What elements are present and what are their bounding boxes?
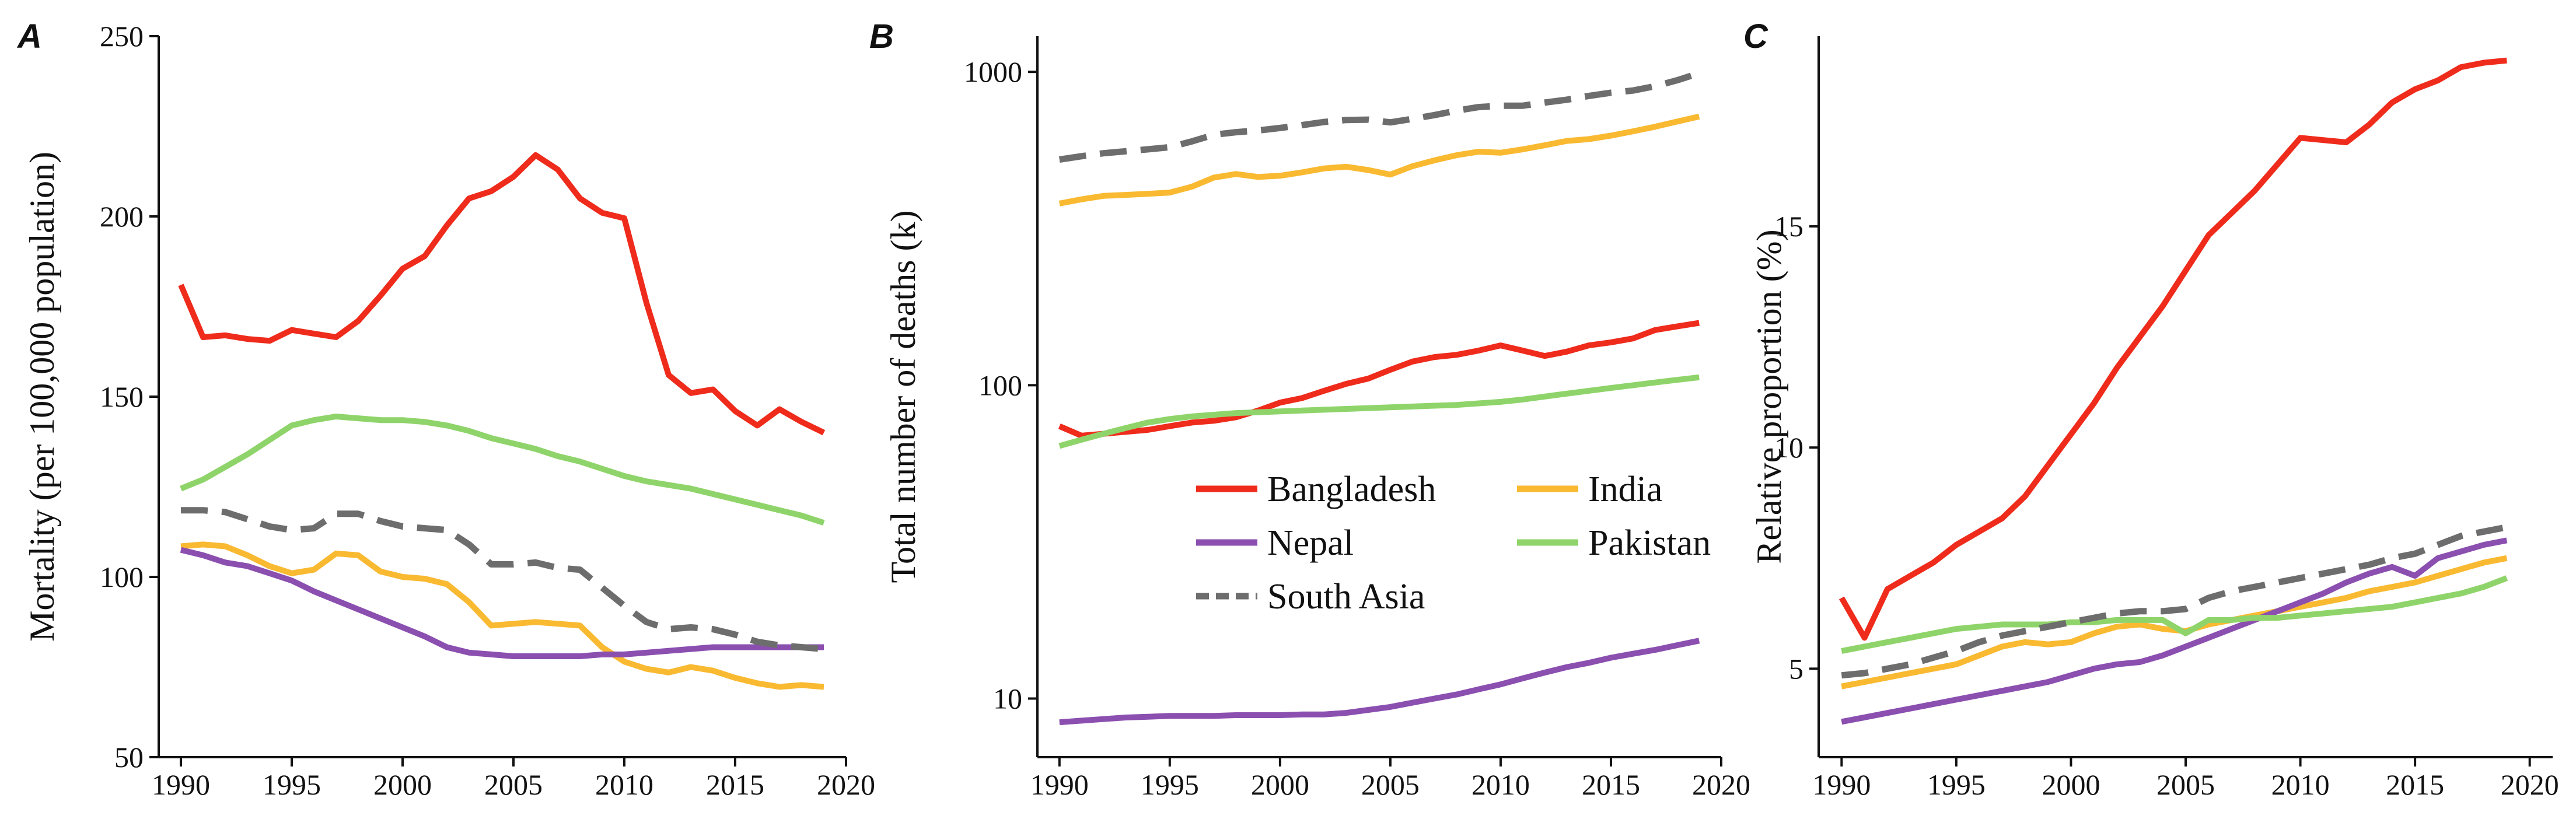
legend-label: South Asia: [1267, 577, 1425, 617]
x-tick-label: 2020: [2501, 768, 2559, 801]
y-tick-label: 100: [978, 369, 1022, 401]
y-tick-label: 150: [100, 380, 144, 413]
series-line-india: [180, 541, 824, 690]
legend: Bangladesh India Nepal Pakistan South Asia: [1196, 470, 1711, 617]
x-tick-label: 2005: [2156, 768, 2215, 801]
series-line-south-asia: [181, 507, 824, 653]
series-line-bangladesh: [178, 152, 826, 436]
panel-letter: B: [869, 18, 894, 55]
x-tick-label: 2000: [2042, 768, 2100, 801]
legend-item-india: India: [1517, 470, 1662, 509]
x-tick-label: 1990: [1030, 768, 1089, 801]
x-tick-label: 1995: [263, 768, 321, 801]
panel-letter: A: [16, 18, 42, 55]
y-tick-label: 15: [1774, 210, 1803, 243]
series-line-bangladesh: [1058, 320, 1700, 439]
y-tick-label: 100: [100, 561, 144, 593]
x-tick-label: 2010: [1471, 768, 1530, 801]
x-tick-label: 2010: [595, 768, 653, 801]
x-tick-label: 2005: [484, 768, 543, 801]
panel-letter: C: [1743, 18, 1768, 55]
x-tick-label: 2010: [2271, 768, 2330, 801]
legend-item-pakistan: Pakistan: [1517, 523, 1711, 563]
y-tick-label: 250: [100, 20, 144, 52]
x-tick-label: 2000: [1251, 768, 1309, 801]
x-tick-label: 1990: [152, 768, 210, 801]
series-line-india: [1841, 555, 2508, 690]
series-line-nepal: [180, 547, 824, 659]
panel-a: 50 100 150 200 250 1990 1995 2000 2005 2010 2015 20…: [16, 18, 875, 801]
legend-label: Bangladesh: [1267, 470, 1436, 509]
series-line-india: [1058, 113, 1700, 206]
y-tick-label: 200: [100, 200, 144, 233]
legend-item-bangladesh: Bangladesh: [1196, 470, 1436, 509]
series-line-nepal: [1841, 537, 2508, 725]
series-line-pakistan: [1841, 575, 2508, 654]
y-axis-title: Total number of deaths (k): [884, 211, 922, 583]
x-tick-label: 2020: [1692, 768, 1750, 801]
x-tick-label: 2005: [1361, 768, 1420, 801]
panel-b: 10 100 1000 1990 1995 2000 2005 2010 2015 2020 Tot…: [869, 18, 1750, 801]
x-tick-label: 2000: [373, 768, 432, 801]
y-axis-title: Mortality (per 100,000 population): [23, 152, 61, 642]
series-line-pakistan: [1058, 374, 1700, 449]
y-tick-label: 10: [1774, 431, 1803, 464]
legend-label: India: [1588, 470, 1662, 509]
x-tick-label: 2020: [817, 768, 875, 801]
series-line-bangladesh: [1838, 57, 2507, 641]
legend-item-south-asia: South Asia: [1196, 577, 1425, 617]
y-tick-label: 5: [1789, 652, 1803, 685]
y-tick-label: 1000: [964, 55, 1022, 88]
y-tick-label: 50: [114, 741, 144, 774]
x-tick-label: 1995: [1927, 768, 1986, 801]
legend-label: Pakistan: [1588, 523, 1711, 563]
x-tick-label: 1995: [1141, 768, 1199, 801]
x-tick-label: 2015: [1582, 768, 1640, 801]
series-line-pakistan: [180, 414, 825, 526]
x-tick-label: 1990: [1812, 768, 1871, 801]
legend-item-nepal: Nepal: [1196, 523, 1354, 563]
series-line-south-asia: [1058, 70, 1700, 163]
legend-label: Nepal: [1267, 523, 1354, 563]
series-line-nepal: [1059, 638, 1700, 726]
panel-c: 5 10 15 1990 1995 2000 2005 2010 2015 2020 Relativ…: [1743, 18, 2559, 801]
x-tick-label: 2015: [2386, 768, 2444, 801]
y-tick-label: 10: [993, 682, 1022, 715]
y-axis-title: Relative proportion (%): [1750, 229, 1788, 564]
series-line-south-asia: [1841, 524, 2508, 679]
x-tick-label: 2015: [706, 768, 764, 801]
